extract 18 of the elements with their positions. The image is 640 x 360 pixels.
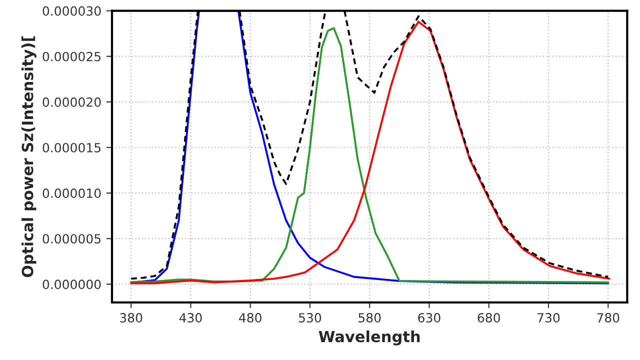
y-tick-label: 0.000000 xyxy=(42,280,101,290)
x-tick-label: 480 xyxy=(239,313,262,322)
x-tick-label: 780 xyxy=(597,313,620,322)
x-tick-label: 430 xyxy=(179,313,202,322)
y-tick-label: 0.000025 xyxy=(42,52,100,62)
x-axis-title: Wavelength xyxy=(318,330,420,346)
x-tick-label: 380 xyxy=(120,313,142,322)
y-tick-label: 0.000015 xyxy=(42,142,100,152)
x-tick-label: 630 xyxy=(418,313,440,322)
y-axis-title: Optical power Sz(Intensity)[ xyxy=(21,36,36,278)
x-tick-label: 680 xyxy=(478,313,500,322)
y-tick-label: 0.000030 xyxy=(42,6,101,16)
y-tick-label: 0.000005 xyxy=(42,234,100,244)
y-tick-label: 0.000020 xyxy=(42,97,101,107)
x-tick-label: 530 xyxy=(299,313,322,322)
y-tick-label: 0.000010 xyxy=(42,188,101,198)
x-tick-label: 730 xyxy=(538,313,560,322)
x-tick-label: 580 xyxy=(358,313,381,322)
